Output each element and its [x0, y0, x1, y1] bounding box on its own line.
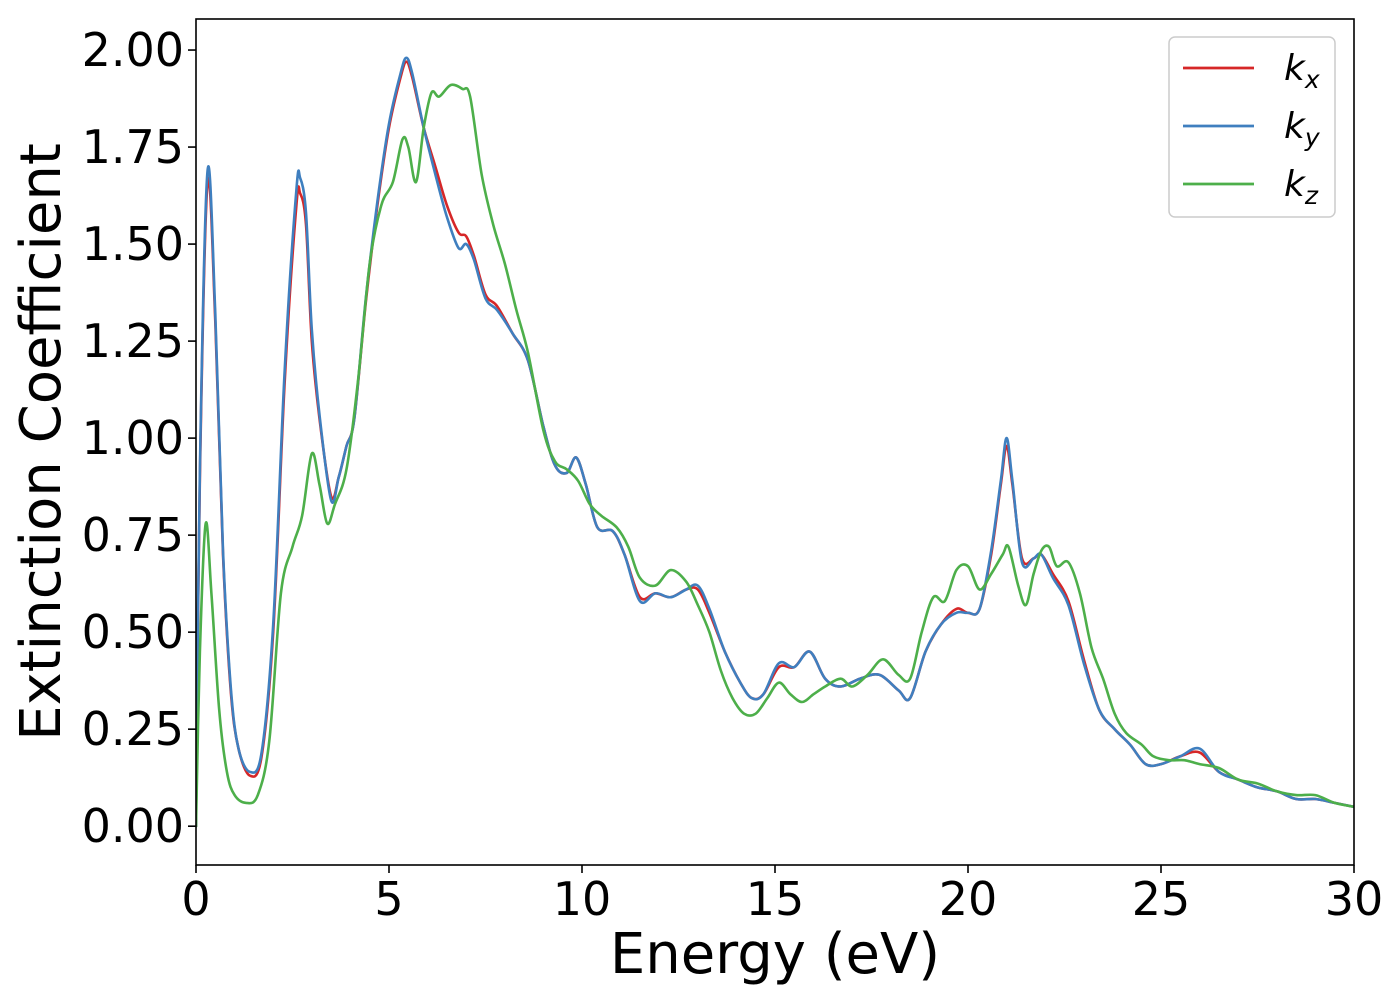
x-tick-label: 5 [374, 872, 403, 926]
legend-label-x: kx [1284, 48, 1320, 94]
y-tick-label: 0.00 [82, 799, 184, 853]
x-tick-label: 0 [181, 872, 210, 926]
x-tick-label: 30 [1325, 872, 1384, 926]
x-tick-label: 25 [1132, 872, 1191, 926]
x-axis-title: Energy (eV) [610, 922, 940, 987]
series-line-y [196, 56, 1354, 828]
y-tick-label: 0.75 [82, 508, 184, 562]
y-tick-label: 0.50 [82, 605, 184, 659]
legend-label-z: kz [1284, 164, 1319, 210]
legend: kx ky kz [1168, 36, 1336, 218]
y-tick-label: 1.25 [82, 314, 184, 368]
x-axis-ticks: 0 5 10 15 20 25 30 [181, 865, 1383, 926]
y-tick-label: 1.50 [82, 217, 184, 271]
x-tick-label: 15 [746, 872, 805, 926]
x-tick-label: 20 [939, 872, 998, 926]
y-tick-label: 0.25 [82, 702, 184, 756]
y-axis-ticks: 0.00 0.25 0.50 0.75 1.00 1.25 1.50 1.75 2.00 [82, 23, 196, 853]
y-tick-label: 1.75 [82, 120, 184, 174]
series-line-z [196, 83, 1354, 828]
y-axis-title: Extinction Coefficient [9, 143, 74, 741]
y-tick-label: 2.00 [82, 23, 184, 77]
legend-label-y: ky [1284, 106, 1321, 152]
x-tick-label: 10 [553, 872, 612, 926]
plot-lines [196, 56, 1354, 828]
y-tick-label: 1.00 [82, 411, 184, 465]
